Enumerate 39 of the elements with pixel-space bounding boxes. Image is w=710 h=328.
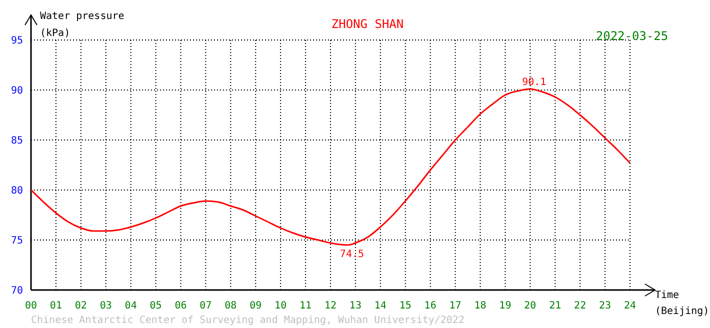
x-tick-label: 11 [300, 300, 312, 312]
y-axis-title: Water pressure (kPa) [40, 11, 124, 39]
x-axis-title: Time (Beijing) [655, 290, 710, 317]
x-tick-label: 15 [399, 300, 412, 312]
x-tick-label: 12 [324, 300, 337, 312]
x-tick-label: 13 [349, 300, 362, 312]
x-tick-label: 08 [224, 300, 237, 312]
y-tick-label: 85 [10, 136, 23, 146]
text: Chinese Antarctic Center of Surveying and Mapping, Wuhan University/2022 [31, 315, 464, 326]
x-tick-label: 16 [424, 300, 436, 312]
y-tick-label: 70 [10, 286, 23, 296]
x-tick-label: 19 [499, 300, 512, 312]
x-tick-label: 20 [524, 300, 536, 312]
y-tick-label: 95 [10, 36, 23, 46]
y-tick-label: 90 [10, 86, 23, 96]
x-tick-label: 10 [274, 300, 287, 312]
x-tick-label: 05 [150, 300, 162, 312]
x-tick-label: 14 [374, 300, 386, 312]
x-tick-label: 06 [174, 300, 187, 312]
x-tick-label: 24 [624, 300, 636, 312]
x-tick-label: 07 [200, 300, 212, 312]
y-tick-label: 80 [10, 186, 23, 196]
annotation: 90.1 [522, 77, 546, 88]
x-tick-label: 22 [574, 300, 586, 312]
annotation: 74.5 [340, 249, 364, 260]
x-tick-label: 17 [449, 300, 462, 312]
x-tick-label: 18 [474, 300, 486, 312]
x-tick-label: 00 [24, 300, 38, 312]
x-tick-label: 01 [50, 300, 62, 312]
y-tick-label: 75 [10, 236, 23, 246]
chart-subtitle: 2022-03-25 [596, 29, 668, 43]
x-tick-label: 04 [124, 300, 137, 312]
x-tick-label: 03 [100, 300, 112, 312]
x-tick-label: 23 [599, 300, 612, 312]
chart-title: ZHONG SHAN [331, 17, 404, 31]
x-tick-label: 02 [74, 300, 87, 312]
line-series [30, 88, 631, 246]
x-tick-label: 09 [250, 300, 262, 312]
x-tick-label: 21 [549, 300, 562, 312]
